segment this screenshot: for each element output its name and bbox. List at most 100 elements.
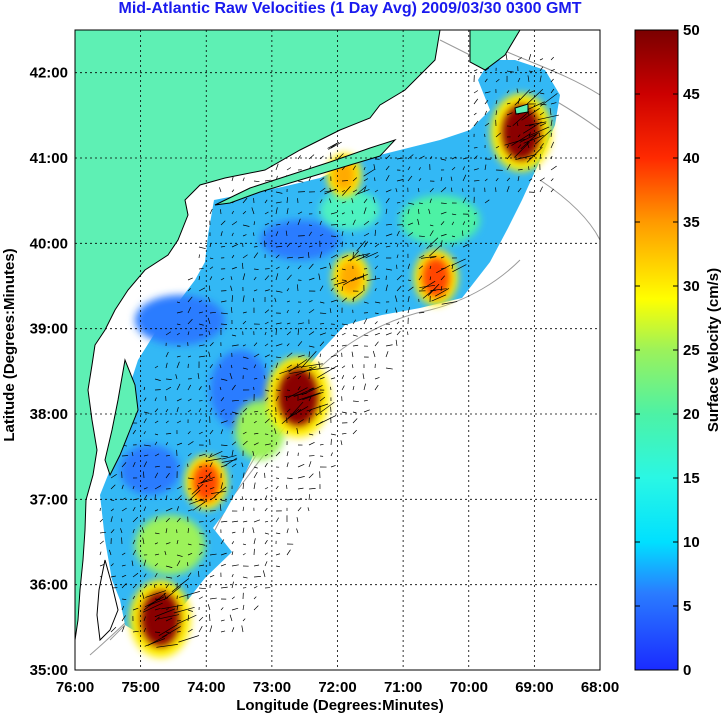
current-vector: [308, 263, 314, 270]
current-vector: [187, 453, 192, 457]
current-vector: [275, 322, 282, 325]
current-vector: [395, 339, 398, 347]
lon-tick-label: 73:00: [253, 679, 291, 696]
current-vector: [286, 408, 291, 413]
current-vector: [275, 451, 281, 457]
current-vector: [407, 175, 413, 182]
current-vector: [286, 549, 291, 556]
current-vector: [363, 185, 367, 193]
current-vector: [286, 300, 291, 303]
current-vector: [121, 582, 127, 589]
current-vector: [440, 233, 447, 237]
current-vector: [253, 378, 258, 380]
current-vector-strong: [504, 138, 526, 146]
current-vector: [198, 431, 203, 435]
current-vector: [242, 320, 247, 325]
current-vector: [451, 235, 456, 238]
current-vector: [308, 231, 312, 237]
current-vector: [220, 300, 227, 303]
current-vector: [253, 564, 260, 567]
current-vector: [209, 396, 213, 402]
current-vector: [154, 607, 161, 611]
current-vector: [549, 108, 552, 116]
current-vector: [484, 67, 490, 72]
lon-tick-label: 68:00: [581, 679, 619, 696]
current-vector: [374, 288, 377, 292]
current-vector: [264, 321, 269, 325]
current-vector: [330, 212, 338, 215]
current-vector: [385, 233, 393, 237]
current-vector: [209, 487, 215, 490]
current-vector: [230, 285, 233, 292]
current-vector: [242, 553, 246, 556]
current-vector: [242, 356, 249, 359]
current-vector: [110, 516, 113, 523]
current-vector: [187, 628, 193, 633]
current-vector: [428, 208, 431, 215]
current-vector: [550, 56, 554, 61]
current-vector: [264, 454, 268, 457]
current-vector: [242, 440, 248, 446]
current-vector: [231, 266, 237, 270]
current-vector: [396, 321, 400, 325]
current-vector: [319, 301, 325, 304]
current-vector: [517, 57, 523, 61]
current-vector: [229, 614, 233, 622]
current-vector: [143, 397, 147, 402]
current-vector: [209, 518, 216, 523]
current-vector: [484, 164, 487, 171]
current-vector: [341, 432, 347, 435]
current-vector: [154, 563, 159, 567]
current-vector: [385, 332, 392, 336]
current-vector-strong: [351, 276, 365, 282]
current-vector: [506, 163, 511, 171]
lon-tick-label: 70:00: [450, 679, 488, 696]
current-vector: [286, 451, 289, 457]
current-vector: [440, 221, 445, 226]
current-vector: [274, 428, 277, 435]
current-vector-strong: [191, 483, 204, 495]
current-vector: [407, 296, 410, 303]
current-vector: [110, 484, 116, 490]
current-vector: [440, 177, 443, 182]
current-vector: [121, 574, 127, 578]
current-vector: [242, 254, 248, 259]
current-vector-strong: [301, 385, 323, 396]
current-vector: [462, 174, 467, 182]
current-vector: [231, 551, 234, 556]
current-vector-strong: [451, 258, 466, 266]
lat-tick-label: 38:00: [30, 406, 68, 423]
current-vector: [308, 387, 314, 391]
current-vector: [462, 188, 464, 193]
current-vector: [165, 442, 169, 446]
current-vector: [407, 232, 414, 237]
current-vector-strong: [333, 281, 347, 286]
current-vector-strong: [208, 451, 223, 459]
current-vector: [242, 506, 245, 512]
current-vector: [143, 559, 147, 567]
current-vector: [330, 224, 338, 226]
current-vector: [363, 241, 369, 248]
current-vector: [242, 211, 247, 215]
current-vector: [154, 441, 158, 446]
current-vector: [352, 411, 357, 414]
current-vector: [341, 212, 345, 215]
current-vector: [99, 551, 102, 556]
current-vector-strong: [206, 458, 222, 462]
current-vector: [418, 209, 420, 215]
current-vector-strong: [356, 240, 366, 252]
current-vector: [550, 132, 553, 138]
current-vector: [374, 255, 379, 259]
current-vector: [176, 486, 183, 490]
current-vector-strong: [224, 457, 238, 467]
current-vector: [374, 222, 379, 226]
current-vector: [154, 532, 160, 535]
map-plot-area[interactable]: [74, 29, 601, 671]
current-vector: [175, 374, 178, 380]
current-vector: [297, 328, 300, 336]
current-vector: [473, 168, 479, 171]
land-outer-banks: [96, 559, 119, 642]
current-vector: [286, 197, 289, 204]
current-vector: [154, 453, 160, 457]
current-vector: [109, 549, 112, 556]
